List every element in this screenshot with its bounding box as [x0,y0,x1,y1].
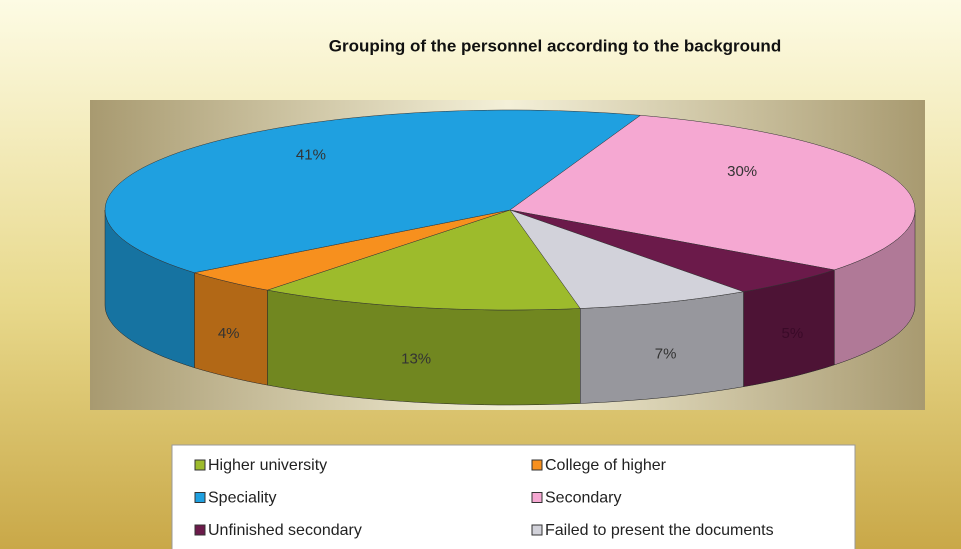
data-label: 7% [655,346,677,363]
legend-label: College of higher [545,457,667,474]
legend-swatch [531,524,543,536]
legend-swatch [194,459,206,471]
pie-tops [104,109,916,311]
data-label: 41% [296,147,326,164]
legend-label: Speciality [208,490,276,507]
data-label: 13% [401,350,431,367]
slice [509,209,835,292]
slice [509,209,744,309]
data-label: 30% [727,163,757,180]
data-labels: 13% 4% 41% 30% 5% 7% [218,147,803,368]
slice [104,109,642,273]
data-label: 4% [218,325,240,342]
data-label: 5% [782,325,804,342]
legend: Higher university College of higher Specia… [194,457,774,539]
legend-label: Secondary [545,490,622,507]
slice [267,209,581,311]
legend-swatch [531,492,543,503]
legend-swatch [531,459,543,471]
legend-swatch [194,524,206,536]
chart-title: Grouping of the personnel according to t… [329,36,781,55]
pie-sides [104,209,916,406]
slice [509,115,916,271]
legend-label: Failed to present the documents [545,522,774,539]
legend-label: Unfinished secondary [208,522,362,539]
legend-box [171,444,856,549]
legend-label: Higher university [208,457,327,474]
slice [194,209,511,291]
legend-swatch [194,492,206,503]
